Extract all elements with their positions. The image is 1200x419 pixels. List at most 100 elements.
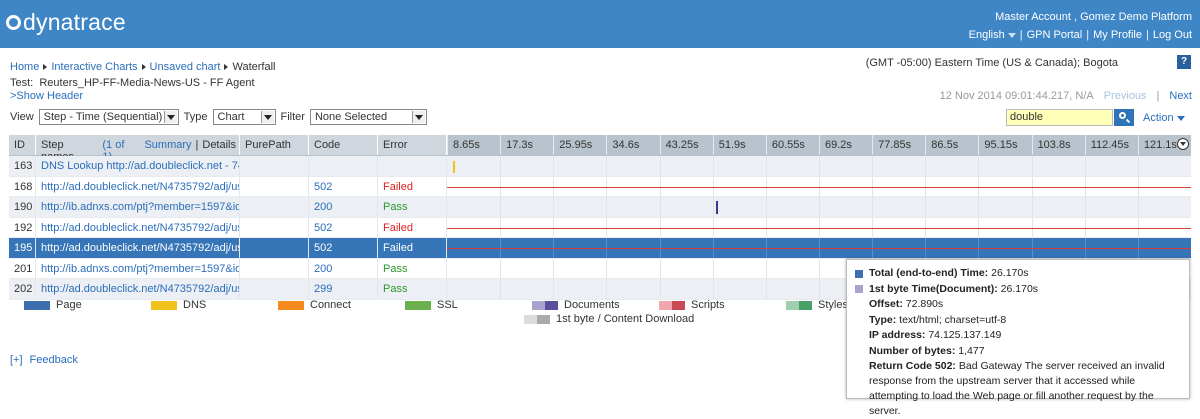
row-code-link[interactable] bbox=[309, 156, 378, 176]
lane-gridline bbox=[819, 217, 820, 237]
scroll-down-icon[interactable] bbox=[1177, 138, 1189, 150]
lane-gridline bbox=[500, 176, 502, 196]
row-step-link[interactable]: http://ad.doubleclick.net/N4735792/adj/u… bbox=[36, 279, 240, 299]
lane-gridline bbox=[553, 238, 555, 258]
row-error: Pass bbox=[378, 258, 447, 278]
legend-connect: Connect bbox=[278, 299, 351, 311]
action-menu[interactable]: Action bbox=[1143, 112, 1185, 124]
legend-connect-label: Connect bbox=[310, 299, 351, 311]
row-error: Pass bbox=[378, 197, 447, 217]
table-row[interactable]: 190 http://ib.adnxs.com/ptj?member=1597&i… bbox=[9, 197, 1191, 218]
view-select[interactable]: Step - Time (Sequential) bbox=[38, 109, 179, 125]
next-link[interactable]: Next bbox=[1169, 90, 1192, 102]
row-code-link[interactable]: 299 bbox=[309, 279, 378, 299]
header-id[interactable]: ID bbox=[9, 135, 36, 155]
breadcrumb-current: Waterfall bbox=[232, 61, 276, 73]
dns-timing-bar[interactable] bbox=[453, 161, 455, 173]
arrow-right-icon bbox=[141, 64, 146, 70]
breadcrumb-unsaved-chart[interactable]: Unsaved chart bbox=[149, 61, 221, 73]
separator: | bbox=[1019, 29, 1023, 41]
row-step-link[interactable]: DNS Lookup http://ad.doubleclick.net - 7… bbox=[36, 156, 240, 176]
tooltip-first-byte-label: 1st byte Time(Document): bbox=[869, 282, 998, 295]
my-profile-link[interactable]: My Profile bbox=[1093, 29, 1142, 41]
logo-mark-icon bbox=[6, 15, 21, 30]
row-id: 168 bbox=[9, 176, 36, 196]
header-error[interactable]: Error bbox=[378, 135, 447, 155]
row-id: 201 bbox=[9, 258, 36, 278]
waterfall-lane[interactable] bbox=[447, 197, 1191, 217]
waterfall-lane[interactable] bbox=[447, 217, 1191, 237]
header-step-count: (1 of 1) bbox=[102, 139, 125, 163]
previous-link[interactable]: Previous bbox=[1103, 90, 1147, 102]
log-out-link[interactable]: Log Out bbox=[1152, 29, 1192, 41]
legend-scripts-label: Scripts bbox=[691, 299, 725, 311]
waterfall-lane[interactable] bbox=[447, 156, 1191, 176]
row-step-link[interactable]: http://ad.doubleclick.net/N4735792/adj/u… bbox=[36, 176, 240, 196]
row-code-link[interactable]: 200 bbox=[309, 258, 378, 278]
legend-documents-label: Documents bbox=[564, 299, 620, 311]
tooltip-bytes-label: Number of bytes: bbox=[869, 344, 956, 357]
header-purepath[interactable]: PurePath bbox=[240, 135, 309, 155]
waterfall-lane[interactable] bbox=[447, 176, 1191, 196]
lane-gridline bbox=[500, 279, 502, 299]
details-link[interactable]: Details bbox=[202, 139, 236, 151]
lane-gridline bbox=[978, 217, 980, 237]
separator: | bbox=[1146, 29, 1149, 41]
tick-label: 95.15s bbox=[984, 139, 1018, 151]
failed-timeline-bar[interactable] bbox=[447, 248, 1191, 249]
scripts-swatch bbox=[659, 300, 685, 310]
lane-gridline bbox=[819, 238, 820, 258]
header-code[interactable]: Code bbox=[309, 135, 378, 155]
row-code-link[interactable]: 200 bbox=[309, 197, 378, 217]
lane-gridline bbox=[872, 156, 874, 176]
row-code-link[interactable]: 502 bbox=[309, 176, 378, 196]
row-error: Pass bbox=[378, 279, 447, 299]
legend-scripts: Scripts bbox=[659, 299, 725, 311]
lane-gridline bbox=[765, 279, 767, 299]
table-row[interactable]: 195 http://ad.doubleclick.net/N4735792/ad… bbox=[9, 238, 1191, 259]
table-row[interactable]: 168 http://ad.doubleclick.net/N4735792/ad… bbox=[9, 176, 1191, 197]
row-step-link[interactable]: http://ad.doubleclick.net/N4735792/adj/u… bbox=[36, 217, 240, 237]
tick-label: 43.25s bbox=[665, 139, 699, 151]
lane-gridline bbox=[1031, 176, 1033, 196]
dropdown-arrow-icon bbox=[163, 111, 177, 123]
tooltip-offset: Offset: 72.890s bbox=[855, 297, 1181, 313]
lane-gridline bbox=[819, 156, 820, 176]
lane-gridline bbox=[765, 217, 767, 237]
lane-gridline bbox=[872, 238, 874, 258]
breadcrumb-home[interactable]: Home bbox=[10, 61, 40, 73]
summary-link[interactable]: Summary bbox=[144, 139, 192, 151]
dynatrace-logo[interactable]: dynatrace bbox=[6, 9, 126, 36]
row-step-link[interactable]: http://ib.adnxs.com/ptj?member=1597&id=1… bbox=[36, 258, 240, 278]
tick-gridline bbox=[978, 135, 980, 155]
show-header-link[interactable]: >Show Header bbox=[10, 90, 84, 102]
lane-gridline bbox=[712, 238, 714, 258]
document-timing-bar[interactable] bbox=[716, 201, 718, 214]
gpn-portal-link[interactable]: GPN Portal bbox=[1026, 29, 1083, 41]
type-select[interactable]: Chart bbox=[212, 109, 276, 125]
feedback-link[interactable]: [+] Feedback bbox=[10, 354, 78, 366]
language-selector[interactable]: English bbox=[969, 29, 1016, 41]
table-row[interactable]: 192 http://ad.doubleclick.net/N4735792/ad… bbox=[9, 217, 1191, 238]
view-label: View bbox=[10, 111, 34, 123]
row-step-link[interactable]: http://ib.adnxs.com/ptj?member=1597&id=1… bbox=[36, 197, 240, 217]
failed-timeline-bar[interactable] bbox=[447, 186, 1191, 188]
failed-timeline-bar[interactable] bbox=[447, 227, 1191, 229]
expand-icon: [+] bbox=[10, 354, 23, 366]
row-code-link[interactable]: 502 bbox=[309, 238, 378, 258]
row-step-link[interactable]: http://ad.doubleclick.net/N4735792/adj/u… bbox=[36, 238, 240, 258]
filter-select[interactable]: None Selected bbox=[309, 109, 427, 125]
row-code-link[interactable]: 502 bbox=[309, 217, 378, 237]
header-step-names[interactable]: Step names (1 of 1) Summary|Details bbox=[36, 135, 240, 163]
table-row[interactable]: 163 DNS Lookup http://ad.doubleclick.net … bbox=[9, 156, 1191, 177]
breadcrumb-interactive-charts[interactable]: Interactive Charts bbox=[51, 61, 138, 73]
dropdown-arrow-icon bbox=[411, 111, 425, 123]
search-input[interactable]: double bbox=[1006, 109, 1113, 126]
row-error: Failed bbox=[378, 217, 447, 237]
lane-gridline bbox=[819, 197, 820, 217]
search-button[interactable] bbox=[1114, 109, 1134, 126]
chevron-down-icon bbox=[1176, 115, 1185, 121]
breadcrumb: Home Interactive Charts Unsaved chart Wa… bbox=[10, 61, 275, 73]
waterfall-lane[interactable] bbox=[447, 238, 1191, 258]
help-button[interactable]: ? bbox=[1177, 55, 1191, 69]
